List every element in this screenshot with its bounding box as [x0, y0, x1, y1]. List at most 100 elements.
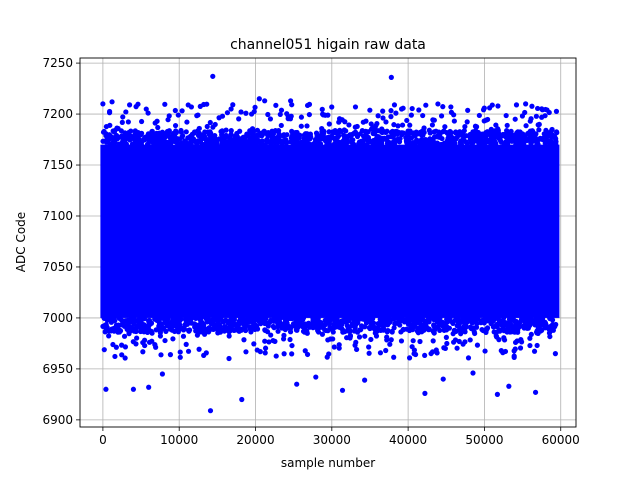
data-point: [298, 114, 305, 120]
data-point: [452, 130, 459, 136]
data-point: [220, 141, 227, 147]
data-point: [400, 327, 406, 333]
data-point: [227, 136, 233, 142]
data-point: [115, 323, 121, 329]
data-point: [176, 318, 182, 325]
data-point: [417, 338, 423, 345]
data-point: [104, 324, 110, 330]
data-point: [451, 327, 458, 334]
data-point: [453, 316, 459, 322]
data-point: [511, 324, 517, 330]
data-point: [396, 139, 403, 145]
data-point: [430, 338, 436, 344]
data-point: [527, 335, 533, 341]
data-point: [262, 350, 268, 356]
data-point: [304, 351, 311, 358]
data-point: [491, 128, 498, 134]
data-point: [329, 104, 335, 110]
data-point: [262, 327, 268, 333]
data-point: [476, 140, 482, 146]
data-point: [368, 336, 374, 343]
data-point: [119, 352, 125, 358]
data-point: [384, 137, 390, 143]
data-point: [158, 352, 164, 358]
data-point: [326, 129, 332, 135]
data-point: [314, 131, 320, 137]
data-point: [241, 318, 247, 325]
data-point: [391, 122, 397, 128]
x-tick-label: 10000: [160, 433, 198, 447]
data-point: [262, 345, 269, 351]
data-point: [528, 331, 534, 337]
data-point: [110, 316, 116, 322]
data-point: [180, 333, 187, 339]
data-point: [289, 102, 295, 108]
data-point: [294, 139, 301, 145]
data-point: [141, 322, 148, 328]
data-point: [123, 318, 129, 324]
data-point: [281, 132, 287, 138]
data-point: [512, 116, 518, 122]
data-point: [336, 322, 342, 328]
data-point: [516, 136, 522, 142]
data-point: [149, 338, 155, 344]
data-point: [154, 118, 160, 124]
data-point: [546, 130, 552, 136]
data-point: [177, 349, 183, 355]
data-point: [362, 333, 368, 339]
data-point: [167, 352, 174, 358]
data-point: [344, 335, 350, 341]
data-point: [374, 121, 380, 127]
data-point: [537, 328, 544, 334]
outlier-point: [506, 383, 512, 389]
data-point: [264, 136, 270, 143]
data-point: [125, 119, 131, 125]
data-points: [100, 73, 560, 414]
data-point: [152, 342, 158, 348]
data-point: [241, 337, 247, 343]
data-point: [529, 103, 535, 109]
data-point: [326, 316, 332, 322]
data-point: [409, 105, 415, 112]
outlier-point: [239, 396, 245, 403]
data-point: [457, 320, 463, 326]
data-point: [155, 124, 161, 131]
data-point: [275, 328, 281, 334]
data-point: [512, 132, 518, 138]
data-point: [219, 128, 225, 134]
data-point: [425, 315, 432, 321]
data-point: [276, 131, 282, 137]
data-point: [451, 118, 457, 124]
data-point: [462, 329, 468, 335]
data-point: [441, 345, 447, 351]
data-point: [425, 326, 431, 332]
data-point: [281, 332, 287, 338]
data-point: [373, 329, 379, 335]
data-point: [156, 320, 163, 327]
data-point: [338, 128, 344, 134]
data-point: [388, 114, 394, 120]
data-point: [115, 134, 121, 140]
data-point: [230, 322, 236, 328]
data-point: [513, 328, 519, 334]
data-point: [120, 134, 126, 141]
data-point: [215, 316, 221, 323]
y-tick-label: 7050: [42, 260, 73, 274]
data-point: [383, 347, 389, 354]
data-point: [136, 138, 142, 145]
data-point: [434, 319, 440, 325]
data-point: [270, 337, 276, 344]
data-point: [511, 353, 517, 359]
data-point: [417, 139, 423, 145]
outlier-point: [294, 381, 300, 387]
data-point: [207, 119, 213, 126]
data-point: [356, 139, 363, 145]
outlier-point: [188, 104, 195, 110]
data-point: [247, 128, 253, 134]
data-point: [237, 327, 243, 334]
data-point: [159, 141, 166, 148]
data-point: [215, 327, 221, 334]
data-point: [232, 141, 238, 147]
data-point: [388, 108, 394, 114]
data-point: [117, 327, 123, 333]
